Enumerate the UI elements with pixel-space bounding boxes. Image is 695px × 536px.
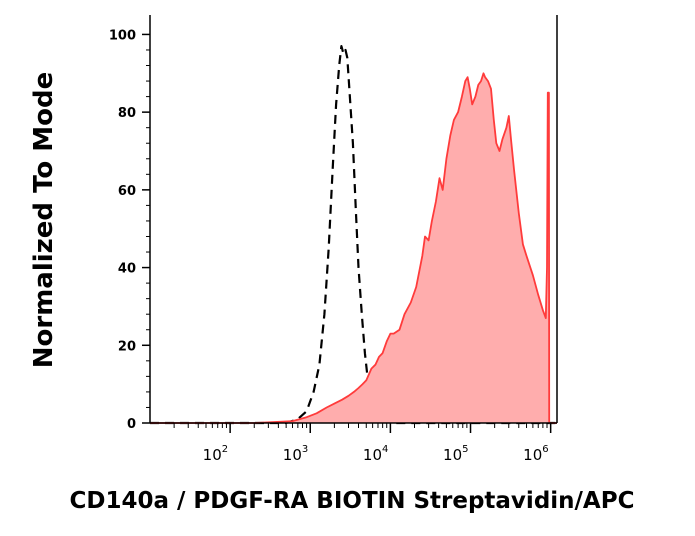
- series-fill-1: [150, 73, 557, 424]
- axes-layer: 0 20 40 60 80 100 102 103 104 105 106: [109, 15, 558, 464]
- y-tick-label-4: 80: [118, 106, 136, 121]
- y-tick-label-0: 0: [127, 417, 136, 432]
- series-line-1: [150, 72, 557, 424]
- y-axis-title: Normalized To Mode: [29, 72, 59, 369]
- x-axis-title: CD140a / PDGF-RA BIOTIN Streptavidin/APC: [70, 488, 635, 514]
- x-tick-label-1: 103: [283, 444, 308, 464]
- y-tick-label-3: 60: [118, 184, 136, 199]
- series-layer: [150, 45, 557, 425]
- x-tick-label-3: 105: [443, 444, 468, 464]
- y-tick-label-2: 40: [118, 262, 136, 277]
- x-tick-label-2: 104: [363, 444, 388, 464]
- x-tick-label-0: 102: [203, 444, 228, 464]
- x-tick-label-4: 106: [523, 444, 548, 464]
- y-tick-label-1: 20: [118, 339, 136, 354]
- y-tick-label-5: 100: [109, 28, 136, 43]
